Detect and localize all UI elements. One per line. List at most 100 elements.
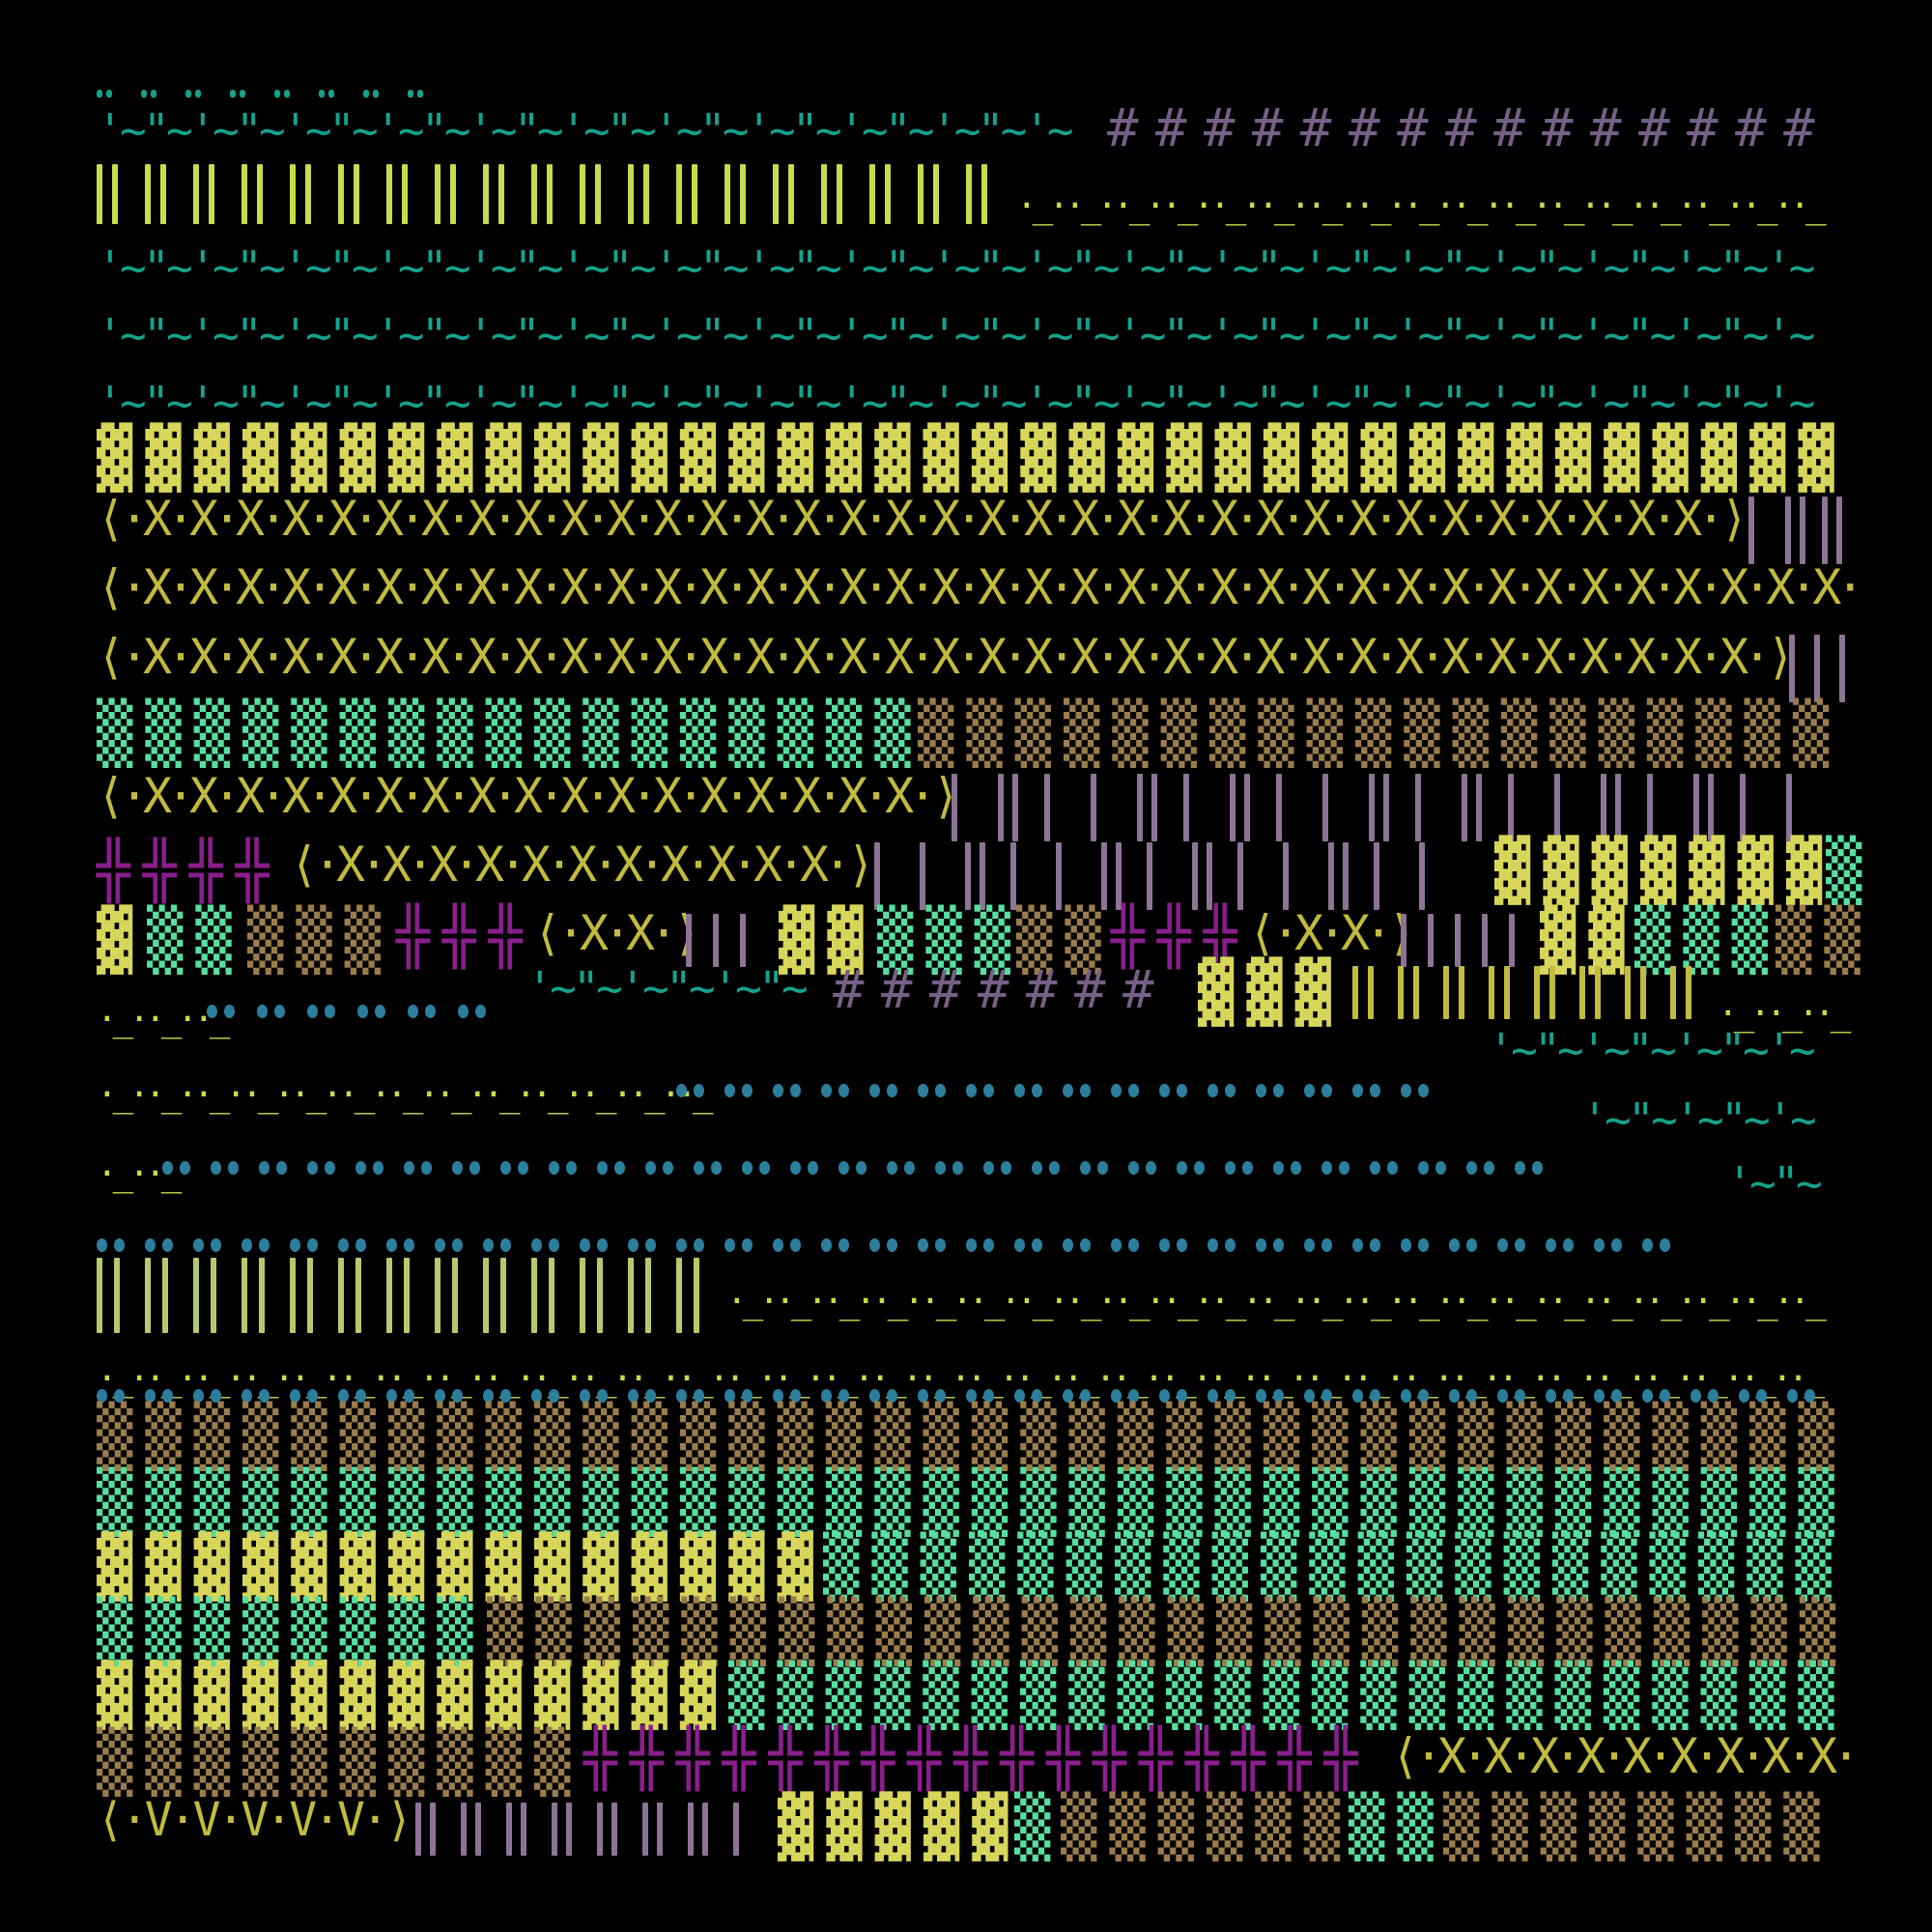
dot-pair xyxy=(1273,1161,1308,1178)
mintb-segment: ▒▒▒▒▒▒▒▒▒▒▒▒▒▒▒▒▒▒▒▒▒ xyxy=(823,1531,1844,1602)
bar-group xyxy=(1401,914,1415,970)
dot-pair xyxy=(1256,1389,1291,1406)
dot-pair xyxy=(483,1389,518,1406)
bar-group xyxy=(1534,966,1565,1022)
dot-pair xyxy=(628,1238,663,1255)
bar-group xyxy=(920,842,934,913)
mintb-segment: ▒▒▒ xyxy=(877,904,1023,975)
bar-group xyxy=(713,914,727,970)
bar-group xyxy=(1147,842,1161,913)
bar-group xyxy=(676,164,707,227)
dot-pair xyxy=(1352,1389,1387,1406)
hash-segment: ############### xyxy=(1107,98,1833,158)
bar-group xyxy=(1010,842,1025,913)
dot-pair xyxy=(966,1389,1001,1406)
bar-group xyxy=(1230,774,1259,844)
dot-pair xyxy=(1401,1238,1435,1255)
xrow-segment: ⟨·X·X·X·X·X·X·X·X·X·X·X·X·X·X·X·X·X·X·X·… xyxy=(97,559,1864,615)
dot-pair xyxy=(307,1161,342,1178)
lowdash-segment: ·_··_··_ xyxy=(1718,994,1851,1034)
dot-pair xyxy=(1177,1161,1211,1178)
dot-pair xyxy=(1466,1161,1501,1178)
dot-pair xyxy=(1014,1084,1049,1100)
bar-group xyxy=(965,842,994,913)
bar-group xyxy=(386,164,417,227)
mintb-segment: ▒▒ xyxy=(1349,1791,1446,1861)
bar-group xyxy=(628,164,659,227)
dot-pair xyxy=(724,1238,759,1255)
bar-group xyxy=(998,774,1027,844)
tanb-segment: ▒▒▒▒▒▒▒▒▒▒▒▒▒▒▒▒▒▒▒ xyxy=(918,697,1842,768)
bar-group xyxy=(145,164,176,227)
bar-group xyxy=(435,1258,469,1336)
dot-pair xyxy=(1111,1084,1146,1100)
bar-group xyxy=(1322,774,1337,844)
dot-pair xyxy=(694,1161,728,1178)
dot-pair xyxy=(338,1389,373,1406)
dot-pair xyxy=(597,1161,632,1178)
dot-pair xyxy=(628,1389,663,1406)
bar-group xyxy=(1554,774,1569,844)
bar-group xyxy=(193,1258,228,1336)
yblock-segment: ▓▓▓▓▓ xyxy=(778,1791,1021,1861)
bar-group xyxy=(415,1803,444,1859)
dot-pair xyxy=(645,1161,680,1178)
dot-pair xyxy=(1546,1238,1580,1255)
bar-group xyxy=(628,1258,663,1336)
xrow-segment: ⟨·X·X·X·X·X·X·X·X·X· xyxy=(1391,1728,1861,1784)
mintb-segment: ▒▒▒ xyxy=(1634,904,1780,975)
dot-pair xyxy=(724,1084,759,1100)
bar-group xyxy=(1489,966,1520,1022)
dot-pair xyxy=(1304,1084,1339,1100)
bar-group xyxy=(1482,914,1496,970)
dot-pair xyxy=(1111,1389,1146,1406)
dot-pair xyxy=(1352,1238,1387,1255)
bar-group xyxy=(1814,635,1829,705)
dot-pair xyxy=(363,85,383,100)
dot-pair xyxy=(838,1161,873,1178)
dot-pair xyxy=(259,1161,294,1178)
dot-pair xyxy=(1304,1238,1339,1255)
dot-pair xyxy=(531,1389,566,1406)
bar-group xyxy=(1428,914,1442,970)
bar-group xyxy=(733,1803,748,1859)
bar-group xyxy=(1601,774,1630,844)
dot-pair xyxy=(162,1161,197,1178)
dot-pair xyxy=(1111,1238,1146,1255)
dot-pair xyxy=(1014,1238,1049,1255)
xrow-segment: ⟨·X·X·⟩ xyxy=(1248,905,1416,961)
yblock-segment: ▓▓▓▓▓▓▓▓▓▓▓▓▓▓▓▓▓▓▓▓▓▓▓▓▓▓▓▓▓▓▓▓▓▓▓▓ xyxy=(97,422,1847,493)
bar-group xyxy=(145,1258,180,1336)
bar-group xyxy=(386,1258,421,1336)
dot-pair xyxy=(185,85,205,100)
bar-group xyxy=(1374,842,1388,913)
dot-pair xyxy=(773,1238,808,1255)
xrow-segment: ⟨·X·X·⟩ xyxy=(533,905,701,961)
dot-pair xyxy=(1032,1161,1066,1178)
plus-segment: ╬╬╬ xyxy=(1111,903,1250,969)
dot-pair xyxy=(435,1238,469,1255)
dot-pair xyxy=(500,1161,535,1178)
dot-pair xyxy=(1159,1238,1194,1255)
mintb-segment: ▒▒▒▒▒▒▒▒▒▒▒▒▒▒▒▒▒▒▒▒▒▒▒ xyxy=(728,1660,1847,1730)
bar-group xyxy=(338,164,369,227)
bar-group xyxy=(918,164,949,227)
bar-group xyxy=(552,1803,581,1859)
dot-pair xyxy=(141,85,160,100)
dot-pair xyxy=(773,1389,808,1406)
bar-group xyxy=(1183,774,1198,844)
dot-pair xyxy=(869,1084,904,1100)
dot-pair xyxy=(1515,1161,1549,1178)
dot-pair xyxy=(1370,1161,1405,1178)
dot-pair xyxy=(1014,1389,1049,1406)
yblock-segment: ▓▓▓ xyxy=(1198,956,1344,1027)
bar-group xyxy=(1462,774,1491,844)
bar-group xyxy=(531,164,562,227)
dot-pair xyxy=(386,1389,421,1406)
bar-group xyxy=(1101,842,1130,913)
dot-pair xyxy=(1208,1084,1242,1100)
dot-pair xyxy=(790,1161,825,1178)
mintb-segment: ▒ xyxy=(1826,835,1875,905)
dot-pair xyxy=(580,1389,614,1406)
dot-pair xyxy=(408,1005,442,1021)
